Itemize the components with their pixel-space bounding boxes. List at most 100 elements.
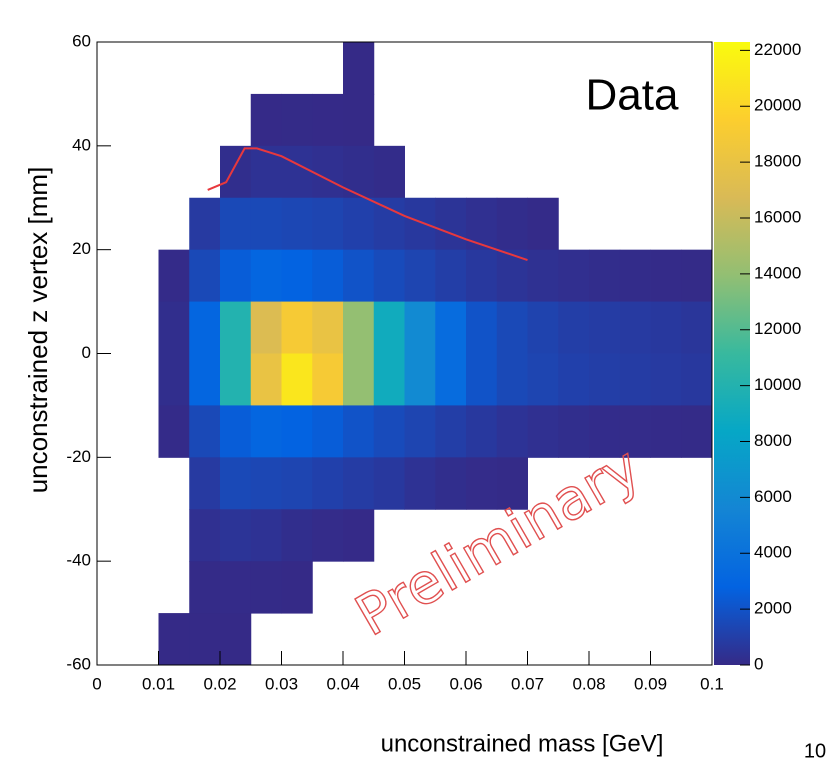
heatmap-cell <box>497 94 528 146</box>
heatmap-cell <box>159 94 190 146</box>
heatmap-cell <box>374 94 405 146</box>
heatmap-cell <box>282 613 313 665</box>
colorbar-tick-label: 16000 <box>754 207 801 226</box>
heatmap-cell <box>251 613 282 665</box>
heatmap-cell <box>312 509 344 562</box>
heatmap-cell <box>651 509 682 561</box>
heatmap-cell <box>343 42 375 95</box>
heatmap-cell <box>650 301 682 354</box>
heatmap-cell <box>466 457 498 510</box>
heatmap-cell <box>220 457 252 510</box>
heatmap-cell <box>159 146 190 198</box>
heatmap-cell <box>681 509 712 561</box>
heatmap-cell <box>97 198 128 250</box>
y-tick-label: 20 <box>72 239 91 258</box>
colorbar-tick-label: 4000 <box>754 543 792 562</box>
heatmap-cell <box>405 94 436 146</box>
heatmap-cell <box>250 457 282 510</box>
heatmap-cell <box>466 301 498 354</box>
heatmap-cell <box>220 301 252 354</box>
heatmap-cell <box>128 354 159 406</box>
heatmap-cell <box>405 42 436 94</box>
heatmap-cell <box>619 249 651 303</box>
heatmap-cell <box>159 42 190 94</box>
heatmap-cell <box>97 509 128 561</box>
heatmap-cell <box>189 353 221 406</box>
heatmap-cell <box>435 457 467 510</box>
heatmap-cell <box>251 42 282 94</box>
heatmap-cell <box>619 353 651 406</box>
heatmap-cell <box>558 146 589 198</box>
heatmap-cell <box>343 197 375 251</box>
heatmap-cell <box>312 561 343 613</box>
heatmap-cell <box>589 561 620 613</box>
heatmap-cell <box>250 145 282 199</box>
heatmap-cell <box>250 197 282 251</box>
heatmap-cell <box>650 353 682 406</box>
annotation: Data <box>586 71 679 120</box>
heatmap-cell <box>528 94 559 146</box>
heatmap-cell <box>589 405 621 458</box>
heatmap-cell <box>527 353 559 406</box>
heatmap-cell <box>589 198 620 250</box>
colorbar-tick-label: 8000 <box>754 431 792 450</box>
heatmap-cell <box>528 146 559 198</box>
heatmap-cell <box>189 146 220 198</box>
heatmap-cell <box>435 146 466 198</box>
heatmap-cell <box>650 405 682 458</box>
heatmap-cell <box>312 145 344 199</box>
heatmap-cell <box>373 249 405 303</box>
heatmap-cell <box>558 353 590 406</box>
heatmap-cell <box>250 353 282 406</box>
heatmap-cell <box>312 301 344 354</box>
heatmap-cell <box>158 405 190 458</box>
heatmap-cell <box>497 146 528 198</box>
heatmap-cell <box>374 509 405 561</box>
y-tick-label: 60 <box>72 31 91 50</box>
x-axis-label: unconstrained mass [GeV] <box>381 730 664 757</box>
heatmap-cell <box>343 301 375 354</box>
x-tick-label: 0.1 <box>700 674 724 693</box>
heatmap-cell <box>620 198 651 250</box>
heatmap-cell <box>158 249 190 303</box>
colorbar-tick-label: 6000 <box>754 487 792 506</box>
heatmap-cell <box>281 561 313 614</box>
heatmap-cell <box>220 509 252 562</box>
y-tick-label: -20 <box>66 447 91 466</box>
heatmap-cell <box>312 197 344 251</box>
y-tick-label: -60 <box>66 654 91 673</box>
x-tick-label: 0.01 <box>142 674 175 693</box>
y-tick-label: 0 <box>82 343 91 362</box>
heatmap-cell <box>496 301 528 354</box>
heatmap-cell <box>374 42 405 94</box>
heatmap-cell <box>189 197 221 251</box>
heatmap-cell <box>527 301 559 354</box>
heatmap-cell <box>496 197 528 251</box>
heatmap-cell <box>128 457 159 509</box>
heatmap-cell <box>128 198 159 250</box>
heatmap-cell <box>435 353 467 406</box>
heatmap-cell <box>220 613 252 666</box>
heatmap-cell <box>466 146 497 198</box>
heatmap-cell <box>404 405 436 458</box>
heatmap-cell <box>282 42 313 94</box>
heatmap-cell <box>681 301 713 354</box>
heatmap-cell <box>466 42 497 94</box>
heatmap-cell <box>404 301 436 354</box>
colorbar-tick-label: 22000 <box>754 40 801 59</box>
heatmap-cell <box>158 613 190 666</box>
heatmap-cell <box>128 302 159 354</box>
heatmap-cell <box>312 93 344 147</box>
heatmap-cell <box>97 146 128 198</box>
colorbar-tick-label: 14000 <box>754 263 801 282</box>
heatmap-cell <box>528 561 559 613</box>
heatmap-cell <box>281 93 313 147</box>
heatmap-cell <box>250 301 282 354</box>
heatmap-cell <box>589 353 621 406</box>
heatmap-cell <box>620 613 651 665</box>
x-tick-label: 0.06 <box>449 674 482 693</box>
y-tick-label: 40 <box>72 135 91 154</box>
x-tick-label: 0.07 <box>511 674 544 693</box>
